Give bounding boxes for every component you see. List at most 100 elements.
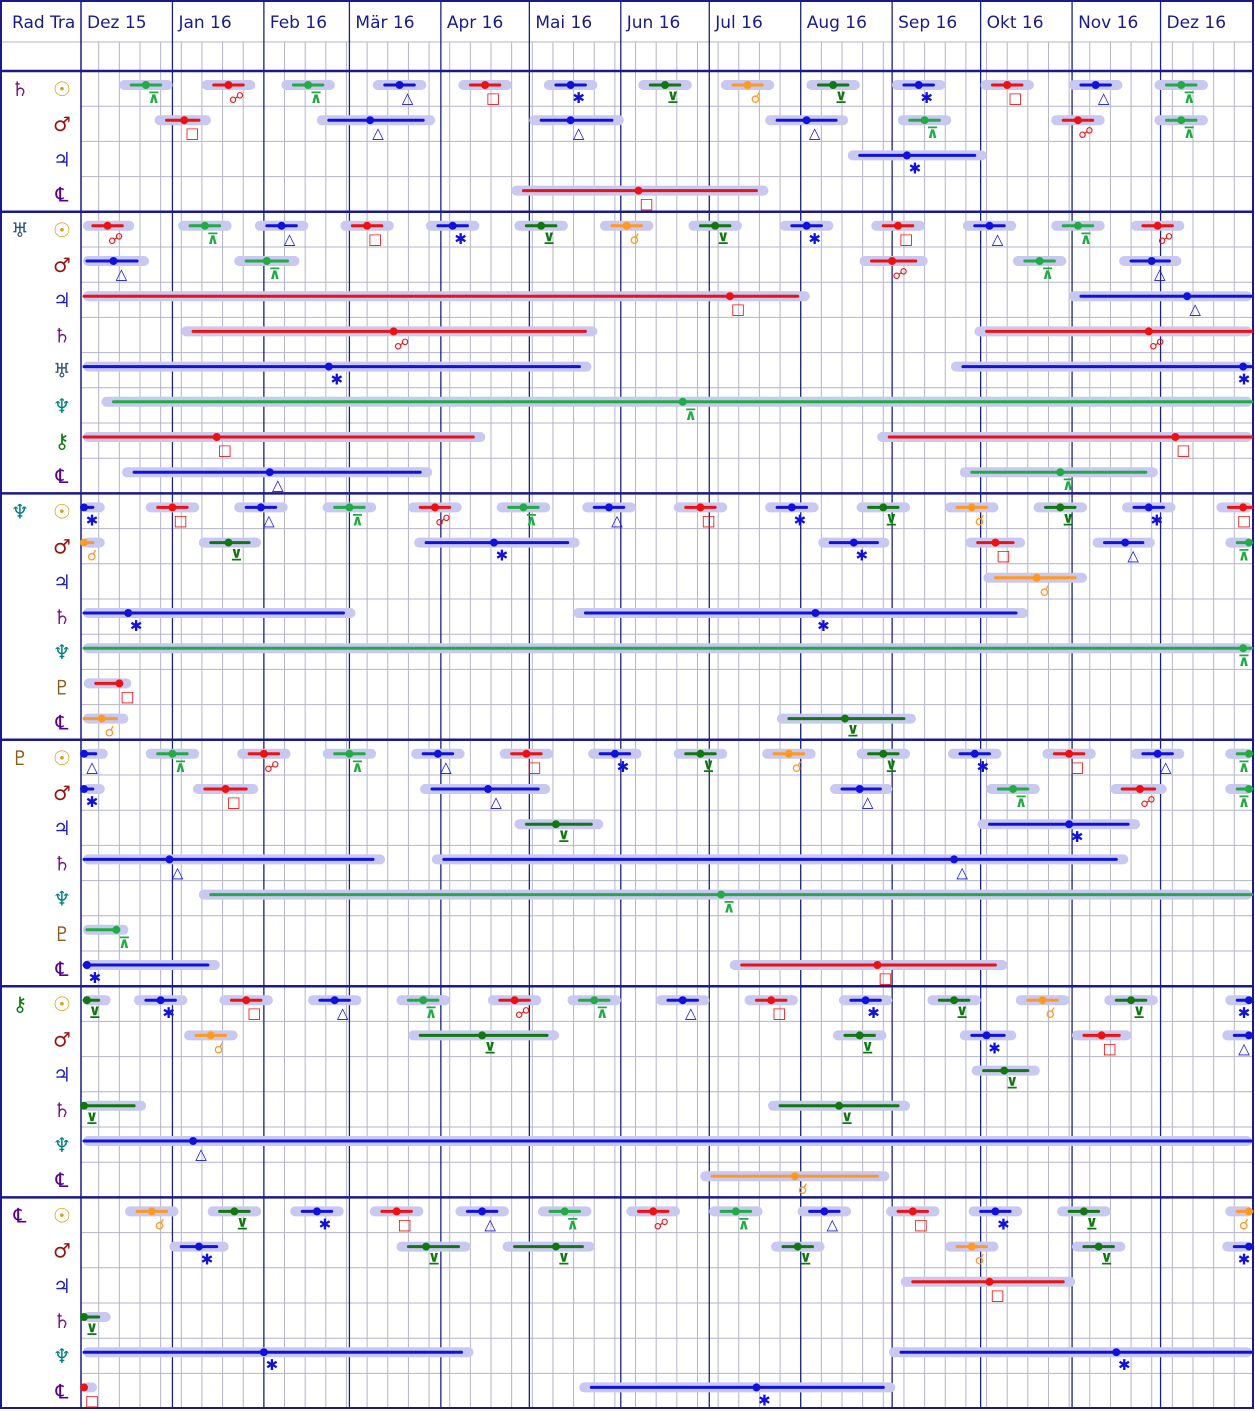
aspect-peak	[696, 749, 705, 758]
aspect-glyph-square: □	[527, 758, 541, 776]
aspect-glyph-trine: △	[172, 863, 184, 881]
aspect-glyph-trine: △	[372, 124, 384, 142]
aspect-peak	[1135, 785, 1144, 793]
aspect-glyph-trine: △	[611, 511, 623, 529]
aspect-peak	[1245, 996, 1253, 1005]
aspect-peak	[1035, 257, 1044, 265]
aspect-peak	[189, 1137, 198, 1145]
radix-planet-neptune: ♆	[53, 1133, 71, 1157]
aspect-glyph-trine: △	[284, 230, 296, 248]
aspect-glyph-conjunction: ☌	[751, 89, 761, 107]
aspect-glyph-quincunx: ⊼	[174, 758, 186, 776]
aspect-glyph-square: □	[185, 124, 199, 142]
aspect-peak	[1177, 116, 1186, 125]
aspect-glyph-square: □	[226, 793, 240, 811]
radix-planet-neptune: ♆	[53, 887, 71, 911]
aspect-glyph-sextile: ✱	[266, 1356, 279, 1374]
aspect-glyph-semisextile: ⊻	[847, 723, 859, 741]
aspect-peak	[802, 116, 811, 125]
aspect-glyph-semisextile: ⊻	[89, 1004, 101, 1022]
aspect-glyph-square: □	[1008, 89, 1022, 107]
aspect-glyph-square: □	[368, 230, 382, 248]
aspect-peak	[982, 1031, 991, 1040]
aspect-glyph-trine: △	[1238, 1039, 1250, 1057]
aspect-peak	[678, 397, 687, 406]
aspect-peak	[1245, 1207, 1253, 1216]
aspect-peak	[366, 116, 375, 125]
aspect-glyph-conjunction: ☌	[87, 547, 97, 565]
aspect-peak	[1091, 81, 1100, 89]
aspect-glyph-sextile: ✱	[496, 547, 509, 565]
aspect-glyph-trine: △	[440, 758, 452, 776]
aspect-peak	[743, 81, 752, 89]
radix-planet-saturn: ♄	[53, 1309, 71, 1333]
aspect-glyph-square: □	[218, 441, 232, 459]
aspect-glyph-quincunx: ⊼	[207, 230, 219, 248]
aspect-glyph-semisextile: ⊻	[702, 758, 714, 776]
aspect-glyph-sextile: ✱	[988, 1039, 1001, 1057]
aspect-glyph-opposition: ☍	[654, 1215, 669, 1233]
aspect-glyph-sextile: ✱	[330, 371, 343, 389]
aspect-glyph-quincunx: ⊼	[269, 265, 281, 283]
aspect-glyph-quincunx: ⊼	[1238, 652, 1250, 670]
aspect-peak	[1171, 433, 1180, 441]
aspect-glyph-sextile: ✱	[1071, 828, 1084, 846]
aspect-glyph-quincunx: ⊼	[1183, 89, 1195, 107]
aspect-peak	[696, 503, 705, 512]
aspect-glyph-sextile: ✱	[1150, 511, 1163, 529]
aspect-glyph-trine: △	[1127, 547, 1139, 565]
aspect-peak	[141, 81, 150, 89]
aspect-peak	[767, 996, 776, 1005]
aspect-glyph-trine: △	[992, 230, 1004, 248]
aspect-glyph-semisextile: ⊻	[230, 547, 242, 565]
aspect-peak	[80, 1383, 88, 1392]
aspect-peak	[1239, 362, 1248, 371]
aspect-peak	[590, 996, 599, 1005]
aspect-peak	[484, 785, 493, 793]
aspect-peak	[908, 1207, 917, 1216]
aspect-peak	[1079, 1207, 1088, 1216]
aspect-peak	[855, 785, 864, 793]
aspect-peak	[731, 1207, 740, 1216]
aspect-glyph-trine: △	[490, 793, 502, 811]
aspect-peak	[802, 221, 811, 230]
corner-label: Rad Tra	[12, 13, 75, 33]
aspect-glyph-sextile: ✱	[617, 758, 630, 776]
radix-planet-jupiter: ♃	[53, 147, 71, 171]
radix-planet-mars: ♂	[53, 1239, 71, 1263]
aspect-peak	[888, 257, 897, 265]
aspect-glyph-semisextile: ⊻	[1062, 511, 1074, 529]
aspect-glyph-trine: △	[1189, 300, 1201, 318]
aspect-glyph-sextile: ✱	[909, 159, 922, 177]
month-label: Dez 16	[1167, 13, 1227, 33]
aspect-glyph-trine: △	[1160, 758, 1172, 776]
aspect-glyph-sextile: ✱	[1238, 1004, 1251, 1022]
aspect-glyph-trine: △	[956, 863, 968, 881]
aspect-peak	[985, 221, 994, 230]
aspect-glyph-square: □	[996, 547, 1010, 565]
aspect-peak	[422, 1242, 431, 1251]
aspect-glyph-square: □	[914, 1215, 928, 1233]
aspect-glyph-semisextile: ⊻	[862, 1039, 874, 1057]
aspect-peak	[1153, 749, 1162, 758]
aspect-peak	[478, 1207, 487, 1216]
radix-planet-chiron: ⚷	[55, 429, 70, 453]
aspect-glyph-sextile: ✱	[201, 1251, 214, 1269]
radix-planet-mars: ♂	[53, 535, 71, 559]
aspect-glyph-opposition: ☍	[515, 1004, 530, 1022]
aspect-peak	[478, 1031, 487, 1040]
aspect-glyph-sextile: ✱	[89, 969, 102, 987]
aspect-glyph-semisextile: ⊻	[543, 230, 555, 248]
aspect-peak	[82, 996, 91, 1005]
aspect-peak	[112, 925, 121, 934]
aspect-glyph-semisextile: ⊻	[558, 1251, 570, 1269]
aspect-glyph-square: □	[247, 1004, 261, 1022]
aspect-peak	[1038, 996, 1047, 1005]
aspect-peak	[345, 749, 354, 758]
aspect-peak	[180, 116, 189, 125]
radix-planet-mars: ♂	[53, 112, 71, 136]
radix-planet-sun: ☉	[53, 992, 71, 1016]
aspect-peak	[950, 996, 959, 1005]
